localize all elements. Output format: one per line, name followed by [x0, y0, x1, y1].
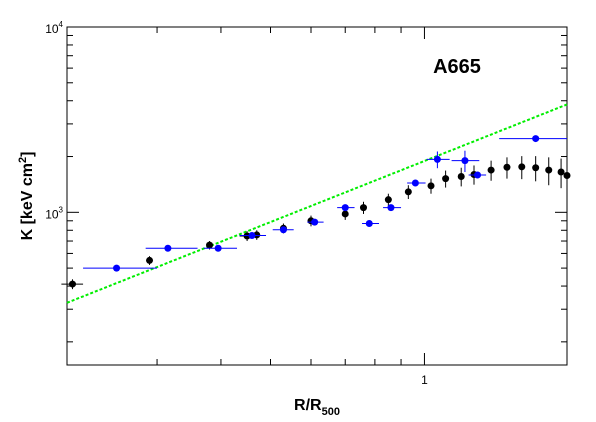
data-point [164, 244, 172, 252]
series-1 [83, 135, 567, 272]
data-point [311, 218, 319, 226]
data-point [387, 204, 395, 212]
data-point [427, 182, 435, 190]
y-axis-label: K [keV cm2] [17, 152, 36, 241]
data-point [341, 204, 349, 212]
data-point [461, 157, 469, 165]
data-point [365, 220, 373, 228]
data-point [404, 188, 412, 196]
data-point [503, 163, 511, 171]
reference-line [66, 103, 568, 304]
y-tick-exponent: 3 [59, 205, 64, 214]
chart-title: A665 [433, 56, 481, 78]
data-point [442, 175, 450, 183]
data-point [113, 264, 121, 272]
axis-ticks [66, 26, 567, 365]
series-layer [61, 135, 571, 290]
data-point [68, 280, 76, 288]
y-axis-label-sup: 2 [17, 157, 29, 163]
reference-line-segment [66, 103, 568, 304]
data-point [532, 164, 540, 172]
data-point [279, 226, 287, 234]
y-axis-label-main: K [keV cm [19, 163, 36, 240]
data-point [384, 196, 392, 204]
data-point [248, 231, 256, 239]
x-axis-label: R/R500 [294, 397, 340, 418]
y-tick-label-1000: 103 [45, 205, 63, 221]
data-point [359, 204, 367, 212]
data-point [411, 179, 419, 187]
data-point [433, 155, 441, 163]
data-point [474, 171, 482, 179]
data-point [457, 173, 465, 181]
data-point [557, 168, 565, 176]
data-point [206, 241, 214, 249]
y-axis-label-end: ] [19, 152, 36, 157]
y-tick-base: 10 [45, 22, 59, 36]
x-tick-label-1: 1 [421, 373, 428, 387]
y-tick-base: 10 [45, 207, 59, 221]
plot-frame [66, 26, 568, 366]
data-point [518, 163, 526, 171]
data-point [146, 256, 154, 264]
data-point [487, 166, 495, 174]
data-point [532, 135, 540, 143]
data-point [545, 166, 553, 174]
x-axis-label-sub: 500 [322, 406, 340, 418]
data-point [214, 244, 222, 252]
data-point [563, 172, 571, 180]
data-point [341, 210, 349, 218]
y-tick-exponent: 4 [59, 20, 64, 29]
y-tick-label-10000: 104 [45, 20, 63, 36]
x-axis-label-main: R/R [294, 397, 322, 414]
